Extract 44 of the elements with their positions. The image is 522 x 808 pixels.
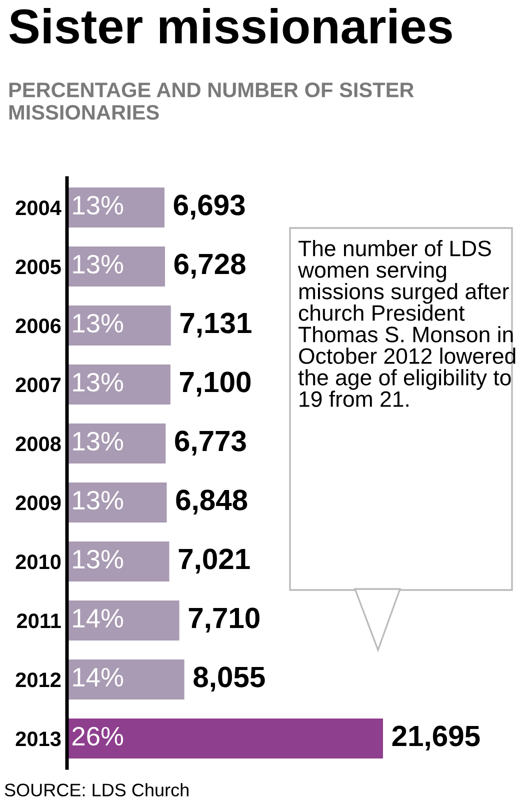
bar xyxy=(67,600,180,641)
y-tick-label: 2009 xyxy=(16,496,61,510)
data-label: 7,710 xyxy=(188,608,260,633)
y-tick-label: 2011 xyxy=(16,614,61,628)
annotation: 14% xyxy=(73,609,124,628)
chart-subtitle: PERCENTAGE AND NUMBER OF SISTER MISSIONARIES xyxy=(9,82,414,120)
y-tick-label: 2007 xyxy=(16,378,61,392)
annotation: 13% xyxy=(73,490,124,510)
data-label: 7,131 xyxy=(180,312,252,338)
data-label: 7,100 xyxy=(180,372,251,397)
chart-title: Sister missionaries xyxy=(9,8,452,44)
annotation: 13% xyxy=(73,254,124,274)
y-tick-label: 2012 xyxy=(16,672,61,688)
source-note: SOURCE: LDS Church xyxy=(4,783,188,796)
annotation: 13% xyxy=(73,196,124,215)
annotation: 13% xyxy=(73,432,124,451)
y-tick-label: 2005 xyxy=(16,260,61,274)
y-tick-label: 2013 xyxy=(16,732,61,746)
bar xyxy=(67,718,383,759)
y-tick-label: 2004 xyxy=(16,200,62,216)
bar xyxy=(67,541,170,582)
bar xyxy=(67,364,170,405)
bar xyxy=(67,187,164,228)
annotation: 26% xyxy=(72,726,124,746)
bar xyxy=(67,423,166,464)
data-label: 6,728 xyxy=(174,254,246,279)
bar xyxy=(67,305,171,346)
data-label: 6,773 xyxy=(175,430,246,456)
data-label: 6,848 xyxy=(176,490,248,515)
data-label: 6,693 xyxy=(174,194,245,220)
bar xyxy=(67,246,165,287)
annotation: 13% xyxy=(73,550,124,569)
annotation: 13% xyxy=(73,372,124,392)
annotation: 13% xyxy=(73,314,124,333)
annotation: 14% xyxy=(73,668,124,686)
data-label: 21,695 xyxy=(392,726,480,751)
y-tick-label: 2008 xyxy=(16,436,61,452)
data-label: 8,055 xyxy=(194,666,265,692)
y-tick-label: 2006 xyxy=(16,318,61,334)
y-tick-label: 2010 xyxy=(16,554,61,570)
data-label: 7,021 xyxy=(178,548,250,574)
annotation: The number of LDS women serving missions surged after church President Thomas S. Monson in October 2012 lowered the age of eligibility to 19 from 21. xyxy=(298,240,516,407)
bar xyxy=(67,659,184,700)
bar xyxy=(67,482,167,523)
